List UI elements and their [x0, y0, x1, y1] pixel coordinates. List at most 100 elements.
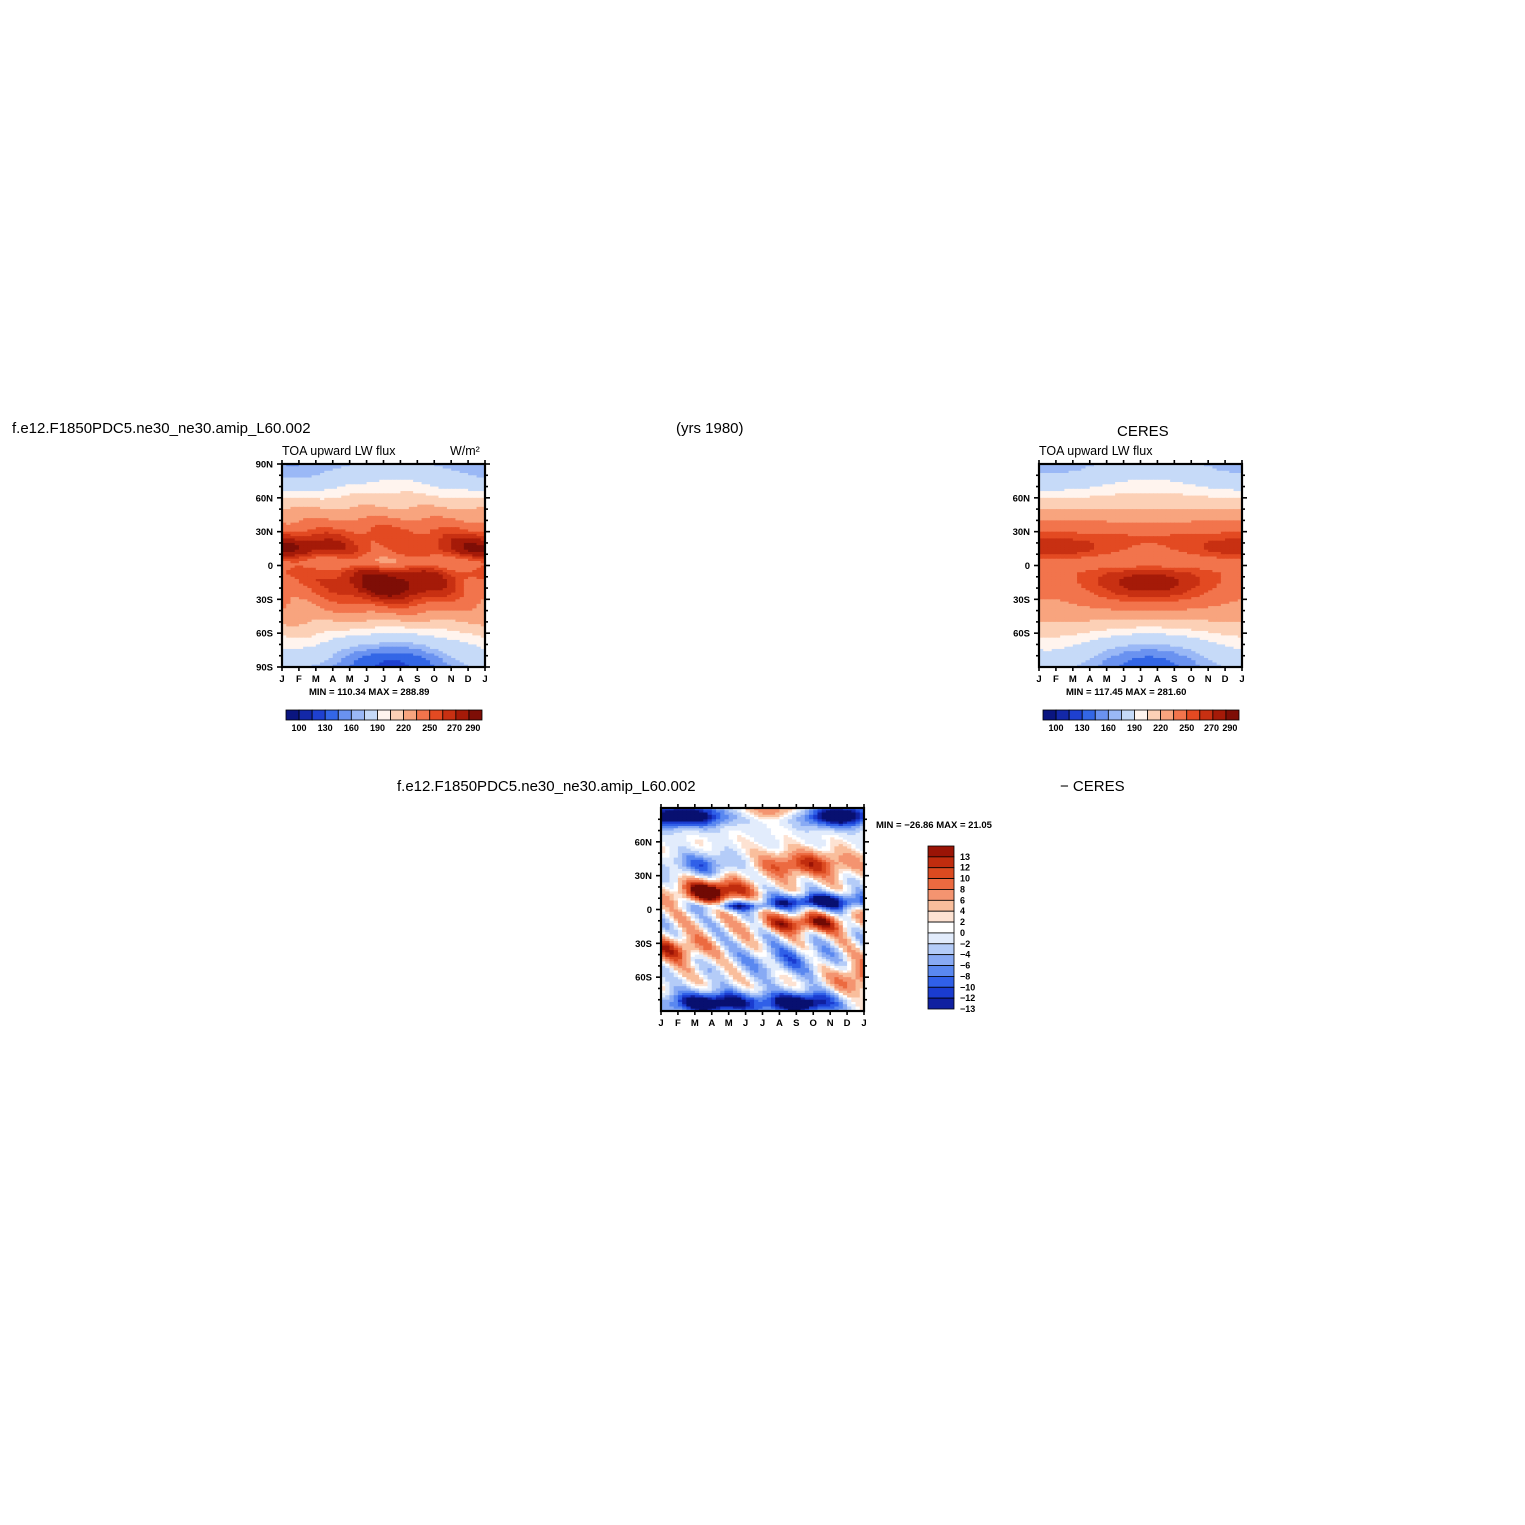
heatmap-cell [472, 495, 478, 499]
heatmap-cell [1064, 479, 1070, 483]
heatmap-cell [286, 581, 292, 585]
heatmap-cell [1081, 468, 1087, 472]
heatmap-cell [370, 621, 376, 625]
heatmap-cell [298, 608, 304, 612]
heatmap-cell [286, 592, 292, 596]
heatmap-cell [332, 637, 338, 641]
heatmap-cell [396, 560, 402, 564]
heatmap-cell [324, 583, 330, 587]
heatmap-cell [320, 583, 325, 587]
heatmap-cell [282, 603, 287, 607]
heatmap-cell [451, 509, 456, 512]
heatmap-cell [468, 576, 473, 580]
heatmap-cell [370, 558, 376, 562]
heatmap-cell [413, 464, 418, 467]
heatmap-cell [463, 662, 469, 666]
heatmap-cell [324, 648, 330, 652]
heatmap-cell [391, 592, 397, 596]
heatmap-cell [421, 497, 427, 501]
heatmap-cell [434, 475, 440, 479]
heatmap-cell [468, 608, 473, 612]
heatmap-cell [383, 509, 389, 512]
heatmap-cell [446, 495, 452, 499]
heatmap-cell [391, 554, 397, 558]
heatmap-cell [358, 479, 363, 483]
heatmap-cell [391, 502, 397, 506]
heatmap-cell [303, 655, 308, 659]
heatmap-cell [320, 642, 325, 646]
heatmap-cell [336, 615, 342, 618]
heatmap-cell [320, 599, 325, 603]
heatmap-cell [311, 515, 317, 519]
heatmap-cell [463, 651, 469, 655]
heatmap-cell [425, 642, 431, 646]
heatmap-cell [417, 549, 423, 553]
heatmap-cell [282, 597, 287, 600]
heatmap-cell [341, 579, 347, 582]
heatmap-cell [379, 624, 385, 627]
heatmap-cell [353, 597, 359, 600]
heatmap-cell [345, 493, 351, 497]
heatmap-cell [480, 488, 486, 492]
heatmap-cell [353, 547, 359, 551]
heatmap-cell [307, 479, 313, 483]
heatmap-cell [294, 601, 300, 605]
heatmap-cell [417, 533, 423, 537]
heatmap-cell [396, 594, 402, 598]
heatmap-cell [468, 621, 473, 625]
heatmap-cell [324, 576, 330, 580]
heatmap-cell [396, 574, 402, 578]
heatmap-cell [1077, 468, 1082, 472]
heatmap-cell [383, 468, 389, 472]
heatmap-cell [353, 570, 359, 573]
heatmap-cell [1195, 477, 1201, 481]
heatmap-cell [438, 603, 444, 607]
heatmap-cell [413, 655, 418, 659]
heatmap-cell [1093, 475, 1099, 479]
heatmap-cell [282, 606, 287, 609]
heatmap-cell [328, 660, 334, 664]
heatmap-cell [294, 540, 300, 544]
heatmap-cell [413, 630, 418, 634]
heatmap-cell [298, 520, 304, 524]
heatmap-cell [425, 657, 431, 661]
heatmap-cell [430, 524, 435, 528]
heatmap-cell [1233, 466, 1239, 470]
heatmap-cell [332, 646, 338, 650]
heatmap-cell [387, 560, 393, 564]
heatmap-cell [383, 482, 389, 485]
heatmap-cell [320, 554, 325, 558]
heatmap-cell [303, 504, 308, 508]
heatmap-cell [349, 633, 355, 637]
heatmap-cell [472, 522, 478, 526]
heatmap-cell [396, 533, 402, 537]
heatmap-cell [379, 662, 385, 666]
heatmap-cell [387, 597, 393, 600]
heatmap-cell [341, 639, 347, 643]
heatmap-cell [303, 502, 308, 506]
heatmap-cell [358, 642, 363, 646]
heatmap-cell [1174, 475, 1180, 479]
heatmap-cell [370, 473, 376, 476]
heatmap-cell [1110, 482, 1116, 485]
heatmap-cell [1157, 475, 1163, 479]
heatmap-cell [468, 511, 473, 515]
heatmap-cell [451, 637, 456, 641]
heatmap-cell [303, 482, 308, 485]
heatmap-cell [472, 621, 478, 625]
heatmap-cell [413, 592, 418, 596]
heatmap-cell [370, 660, 376, 664]
heatmap-cell [463, 536, 469, 540]
heatmap-cell [421, 466, 427, 470]
heatmap-cell [404, 662, 410, 666]
heatmap-cell [425, 493, 431, 497]
heatmap-cell [480, 601, 486, 605]
heatmap-cell [1098, 466, 1104, 470]
heatmap-cell [387, 603, 393, 607]
heatmap-cell [282, 594, 287, 598]
heatmap-cell [370, 635, 376, 639]
heatmap-cell [332, 628, 338, 632]
heatmap-cell [1144, 475, 1150, 479]
heatmap-cell [294, 628, 300, 632]
heatmap-cell [425, 518, 431, 521]
